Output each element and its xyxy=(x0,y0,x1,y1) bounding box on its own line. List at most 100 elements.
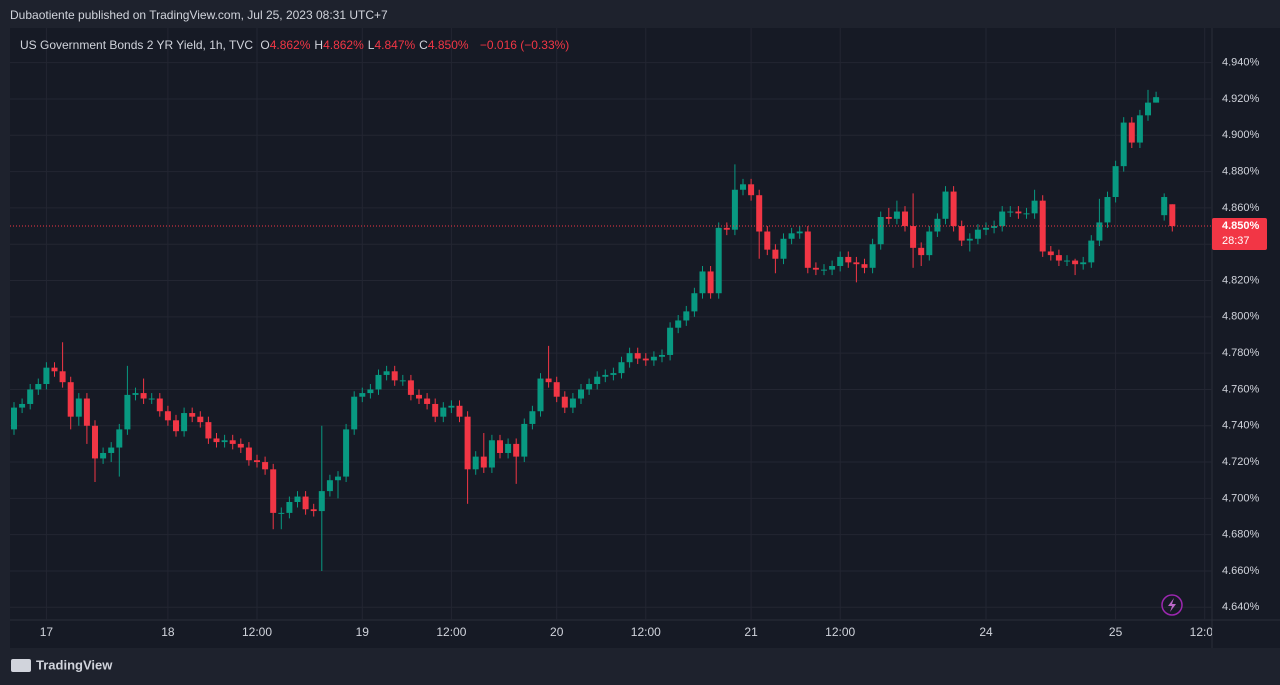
candle-body xyxy=(553,382,560,397)
candle-body xyxy=(407,380,414,395)
candle-body xyxy=(999,211,1006,227)
x-tick-label: 19 xyxy=(356,625,370,639)
candle-body xyxy=(399,380,406,382)
candle-body xyxy=(432,403,439,417)
y-tick-label: 4.860% xyxy=(1222,202,1260,214)
candle-body xyxy=(561,396,568,408)
ohlc-value: 4.850% xyxy=(427,38,469,52)
ohlc: O4.862% H4.862% L4.847% C4.850% xyxy=(260,38,472,52)
y-tick-label: 4.900% xyxy=(1222,129,1260,141)
y-tick-label: 4.720% xyxy=(1222,456,1260,468)
last-price-box xyxy=(1212,218,1267,251)
candle-body xyxy=(804,231,811,268)
ohlc-key: H xyxy=(314,38,324,52)
x-tick-label: 12:00 xyxy=(436,625,466,639)
candle-body xyxy=(764,231,771,250)
candle-body xyxy=(893,211,900,219)
candle-body xyxy=(586,384,593,390)
y-tick-label: 4.780% xyxy=(1222,347,1260,359)
candle-body xyxy=(124,394,131,430)
candle-body xyxy=(1128,122,1135,143)
candle-body xyxy=(618,362,625,374)
brand-name: TradingView xyxy=(36,657,113,672)
candle-body xyxy=(950,191,957,227)
candle-body xyxy=(1104,197,1111,223)
candle-body xyxy=(537,378,544,412)
candle-body xyxy=(545,378,552,383)
candle-body xyxy=(1064,260,1070,262)
candle-body xyxy=(723,227,730,230)
candle-body xyxy=(1015,211,1022,214)
candle-body xyxy=(205,422,212,439)
candle-body xyxy=(756,195,763,232)
candle-body xyxy=(343,429,350,477)
candle-body xyxy=(650,356,657,361)
candle-body xyxy=(821,269,827,271)
y-tick-label: 4.760% xyxy=(1222,383,1260,395)
x-tick-label: 12:00 xyxy=(825,625,855,639)
candle-body xyxy=(173,420,179,432)
candle-body xyxy=(699,271,706,294)
candle-body xyxy=(294,496,301,502)
change: −0.016 (−0.33%) xyxy=(479,38,570,52)
candle-body xyxy=(974,229,981,239)
y-tick-label: 4.660% xyxy=(1222,565,1260,577)
brand-logo xyxy=(11,659,31,672)
candle-body xyxy=(869,244,876,268)
candle-body xyxy=(796,231,803,234)
candle-body xyxy=(1096,222,1103,241)
candle-body xyxy=(707,271,714,294)
candle-body xyxy=(1112,166,1119,198)
ohlc-key: C xyxy=(419,38,428,52)
candle-body xyxy=(221,440,228,443)
candle-body xyxy=(578,389,584,399)
candle-body xyxy=(140,393,147,399)
ohlc-value: 4.862% xyxy=(269,38,311,52)
candle-body xyxy=(1055,255,1062,261)
candle-body xyxy=(602,374,609,377)
candle-body xyxy=(966,238,973,241)
publisher-line: Dubaotiente published on TradingView.com… xyxy=(10,8,388,22)
candle-body xyxy=(683,311,690,321)
candle-body xyxy=(237,443,244,448)
candle-body xyxy=(497,440,503,453)
candle-body xyxy=(1007,211,1014,213)
candle-body xyxy=(505,443,512,453)
x-tick-label: 12:00 xyxy=(1190,625,1220,639)
candle-body xyxy=(902,211,908,227)
candle-body xyxy=(383,371,390,375)
candle-body xyxy=(1161,197,1168,216)
candle-body xyxy=(934,218,941,232)
y-tick-label: 4.920% xyxy=(1222,93,1260,105)
candle-body xyxy=(885,216,892,219)
candle-body xyxy=(983,227,989,230)
x-tick-label: 17 xyxy=(40,625,54,639)
candle-body xyxy=(100,452,107,459)
candle-body xyxy=(942,191,949,219)
candle-body xyxy=(286,502,293,513)
price-axis-background xyxy=(1212,28,1280,648)
candle-body xyxy=(424,398,431,404)
x-tick-label: 21 xyxy=(744,625,758,639)
candle-body xyxy=(740,184,746,190)
candle-body xyxy=(335,476,341,481)
candle-body xyxy=(464,416,471,470)
candle-body xyxy=(991,226,998,228)
candle-body xyxy=(35,384,42,390)
candle-body xyxy=(926,231,933,256)
y-tick-label: 4.680% xyxy=(1222,529,1260,541)
candle-body xyxy=(667,327,674,355)
candle-body xyxy=(59,371,66,383)
candle-body xyxy=(610,373,617,375)
y-tick-label: 4.700% xyxy=(1222,492,1260,504)
alert-icon[interactable] xyxy=(1161,594,1183,616)
candle-body xyxy=(877,216,884,245)
candle-body xyxy=(788,233,795,239)
alert-bolt xyxy=(1168,598,1176,612)
x-tick-label: 20 xyxy=(550,625,564,639)
candle-body xyxy=(715,227,722,294)
y-tick-label: 4.940% xyxy=(1222,57,1260,69)
candle-body xyxy=(626,353,633,363)
ohlc-value: 4.862% xyxy=(323,38,364,52)
